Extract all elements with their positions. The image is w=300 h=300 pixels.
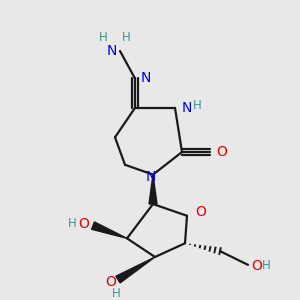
Text: H: H: [99, 31, 108, 44]
Text: H: H: [193, 99, 202, 112]
Text: H: H: [262, 259, 271, 272]
Text: H: H: [112, 287, 120, 300]
Text: O: O: [78, 217, 89, 231]
Text: N: N: [146, 169, 156, 184]
Polygon shape: [92, 222, 127, 238]
Polygon shape: [116, 257, 155, 283]
Text: O: O: [195, 205, 206, 219]
Text: N: N: [106, 44, 117, 58]
Text: H: H: [68, 217, 77, 230]
Text: O: O: [251, 259, 262, 273]
Text: H: H: [122, 31, 131, 44]
Text: N: N: [141, 71, 152, 85]
Text: N: N: [182, 101, 192, 115]
Text: O: O: [216, 145, 227, 159]
Polygon shape: [149, 175, 157, 204]
Text: O: O: [105, 274, 116, 289]
